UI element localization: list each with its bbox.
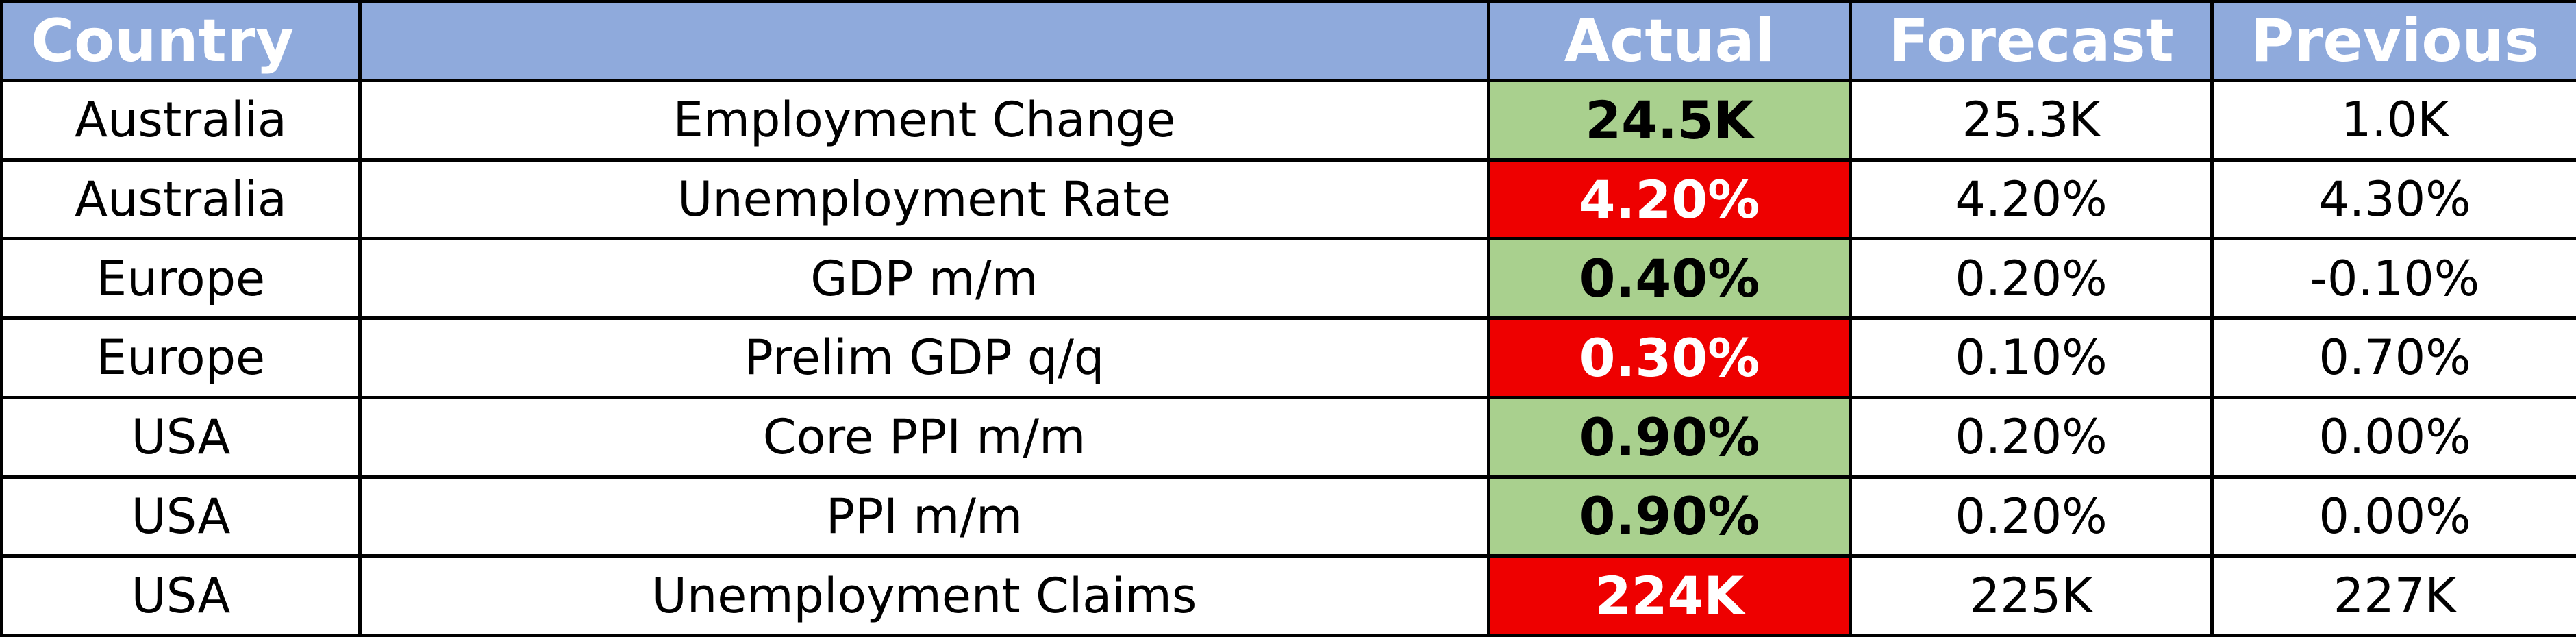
actual-cell: 0.30%	[1487, 316, 1852, 399]
header-cell: Forecast	[1849, 0, 2214, 82]
country-cell: Australia	[0, 158, 362, 241]
event-cell: Unemployment Claims	[358, 554, 1490, 637]
event-row: Australia Unemployment Rate 4.20% 4.20% 4.30…	[0, 158, 2576, 241]
forecast-cell: 0.20%	[1849, 395, 2214, 479]
forecast-cell: 0.20%	[1849, 237, 2214, 321]
event-row: Australia Employment Change 24.5K 25.3K 1.0K	[0, 79, 2576, 162]
country-cell: Europe	[0, 316, 362, 399]
event-cell: PPI m/m	[358, 475, 1490, 558]
actual-cell: 0.40%	[1487, 237, 1852, 321]
event-row: Europe GDP m/m 0.40% 0.20% -0.10%	[0, 237, 2576, 321]
country-cell: USA	[0, 395, 362, 479]
previous-cell: 1.0K	[2210, 79, 2576, 162]
forecast-cell: 0.20%	[1849, 475, 2214, 558]
event-row: USA Unemployment Claims 224K 225K 227K	[0, 554, 2576, 637]
actual-cell: 0.90%	[1487, 475, 1852, 558]
country-cell: Europe	[0, 237, 362, 321]
previous-cell: -0.10%	[2210, 237, 2576, 321]
actual-cell: 4.20%	[1487, 158, 1852, 241]
event-cell: GDP m/m	[358, 237, 1490, 321]
event-cell: Core PPI m/m	[358, 395, 1490, 479]
country-cell: USA	[0, 475, 362, 558]
event-row: USA Core PPI m/m 0.90% 0.20% 0.00%	[0, 395, 2576, 479]
previous-cell: 4.30%	[2210, 158, 2576, 241]
forecast-cell: 0.10%	[1849, 316, 2214, 399]
event-cell: Prelim GDP q/q	[358, 316, 1490, 399]
event-row: USA PPI m/m 0.90% 0.20% 0.00%	[0, 475, 2576, 558]
previous-cell: 0.70%	[2210, 316, 2576, 399]
actual-cell: 0.90%	[1487, 395, 1852, 479]
previous-cell: 0.00%	[2210, 475, 2576, 558]
actual-cell: 224K	[1487, 554, 1852, 637]
country-cell: Australia	[0, 79, 362, 162]
previous-cell: 227K	[2210, 554, 2576, 637]
header-row: Country Actual Forecast Previous	[0, 0, 2576, 82]
forecast-cell: 4.20%	[1849, 158, 2214, 241]
actual-cell: 24.5K	[1487, 79, 1852, 162]
country-cell: USA	[0, 554, 362, 637]
header-cell: Previous	[2210, 0, 2576, 82]
event-row: Europe Prelim GDP q/q 0.30% 0.10% 0.70%	[0, 316, 2576, 399]
header-cell	[358, 0, 1490, 82]
forecast-cell: 25.3K	[1849, 79, 2214, 162]
header-cell: Country	[0, 0, 362, 82]
header-cell: Actual	[1487, 0, 1852, 82]
previous-cell: 0.00%	[2210, 395, 2576, 479]
forecast-cell: 225K	[1849, 554, 2214, 637]
event-cell: Employment Change	[358, 79, 1490, 162]
event-cell: Unemployment Rate	[358, 158, 1490, 241]
